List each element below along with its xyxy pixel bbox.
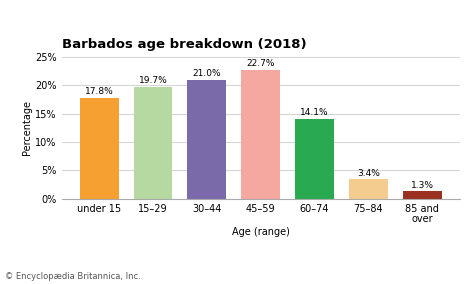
- X-axis label: Age (range): Age (range): [232, 227, 290, 237]
- Text: Barbados age breakdown (2018): Barbados age breakdown (2018): [62, 38, 306, 51]
- Y-axis label: Percentage: Percentage: [22, 100, 32, 155]
- Text: 14.1%: 14.1%: [300, 108, 329, 117]
- Text: 17.8%: 17.8%: [85, 87, 113, 96]
- Text: 3.4%: 3.4%: [357, 169, 380, 178]
- Bar: [295, 119, 334, 199]
- Bar: [80, 98, 118, 199]
- Bar: [134, 87, 173, 199]
- Text: 22.7%: 22.7%: [246, 59, 275, 68]
- Text: 21.0%: 21.0%: [192, 69, 221, 78]
- Text: 19.7%: 19.7%: [138, 76, 167, 85]
- Text: 1.3%: 1.3%: [411, 181, 434, 190]
- Bar: [187, 80, 226, 199]
- Bar: [349, 179, 388, 199]
- Bar: [403, 191, 442, 199]
- Text: © Encyclopædia Britannica, Inc.: © Encyclopædia Britannica, Inc.: [5, 272, 140, 281]
- Bar: [241, 70, 280, 199]
